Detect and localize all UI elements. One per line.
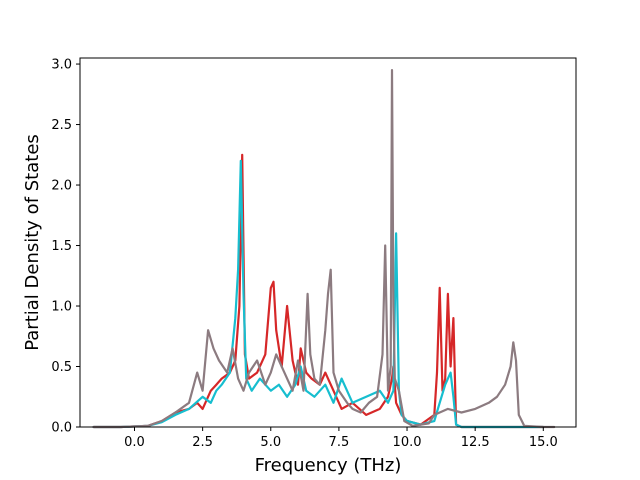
tick-layer: 0.0 2.5 5.0 7.5 10.0 12.5 15.0 0.0 0.5 1.0 1.5 2.0 2… xyxy=(51,58,557,450)
y-tick-label: 2.0 xyxy=(51,179,72,194)
series-line-2 xyxy=(92,159,545,429)
x-axis-title: Frequency (THz) xyxy=(255,455,402,476)
x-tick-label: 7.5 xyxy=(329,435,350,450)
x-tick-label: 2.5 xyxy=(192,435,213,450)
plot-area-frame xyxy=(79,57,577,428)
x-tick-label: 10.0 xyxy=(393,435,422,450)
series-layer xyxy=(92,69,556,429)
y-axis-title: Partial Density of States xyxy=(22,134,43,351)
y-tick-label: 0.0 xyxy=(51,421,72,436)
x-tick-label: 5.0 xyxy=(260,435,281,450)
series-line-3 xyxy=(92,69,556,429)
y-tick-label: 3.0 xyxy=(51,58,72,73)
y-tick-label: 1.0 xyxy=(51,300,72,315)
x-tick-label: 15.0 xyxy=(529,435,558,450)
y-tick-label: 2.5 xyxy=(51,118,72,133)
x-tick-label: 12.5 xyxy=(461,435,490,450)
y-tick-label: 0.5 xyxy=(51,360,72,375)
y-tick-label: 1.5 xyxy=(51,239,72,254)
series-line-1 xyxy=(92,153,545,429)
x-tick-label: 0.0 xyxy=(124,435,145,450)
